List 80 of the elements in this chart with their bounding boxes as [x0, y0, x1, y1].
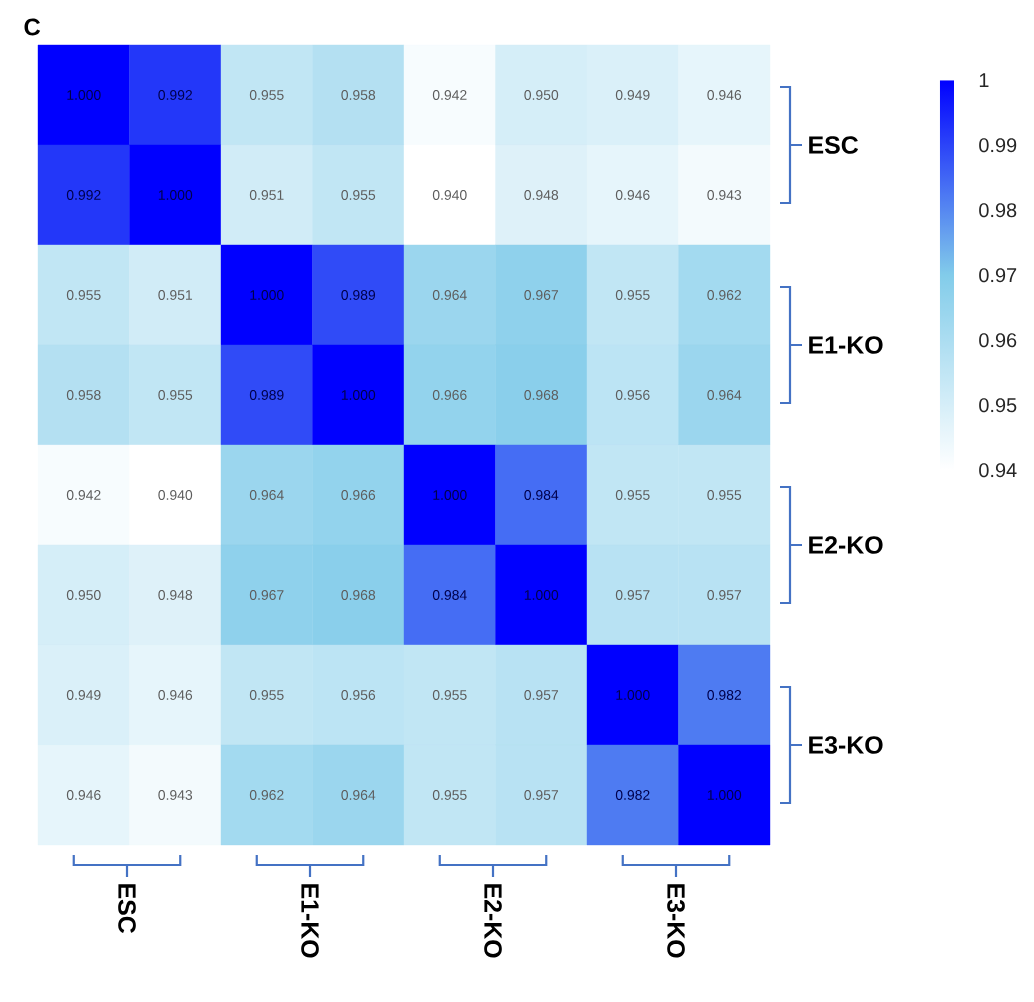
data-label: 0.956: [615, 390, 650, 400]
data-label: 0.964: [341, 790, 376, 800]
data-label: 0.967: [524, 290, 559, 300]
data-label: 0.955: [615, 490, 650, 500]
color-bar-label: 0.94: [979, 463, 1017, 478]
data-label: 0.955: [249, 90, 284, 100]
data-label: 0.964: [707, 390, 742, 400]
data-label: 1.000: [707, 790, 742, 800]
color-bar-label: 0.99: [979, 138, 1017, 153]
data-label: 0.948: [524, 190, 559, 200]
data-label: 0.946: [66, 790, 101, 800]
text: E2-KO: [484, 884, 502, 958]
data-label: 0.948: [158, 590, 193, 600]
data-label: 1.000: [616, 690, 650, 700]
data-label: 0.955: [249, 690, 284, 700]
data-label: 0.946: [615, 190, 650, 200]
text: E1-KO: [809, 336, 883, 354]
data-label: 0.955: [615, 290, 650, 300]
color-bar-label: 1: [979, 73, 989, 88]
data-label: 0.955: [707, 490, 742, 500]
data-label: 0.958: [66, 390, 101, 400]
data-label: 0.967: [249, 590, 284, 600]
data-label: 0.957: [707, 590, 742, 600]
data-label: 0.966: [432, 390, 467, 400]
text: E3-KO: [667, 884, 685, 958]
data-label: 0.940: [158, 490, 193, 500]
data-label: 0.984: [432, 590, 467, 600]
text: E3-KO: [809, 736, 883, 754]
color-bar-label: 0.96: [979, 333, 1017, 348]
data-label: 0.955: [341, 190, 376, 200]
data-label: 0.951: [158, 290, 193, 300]
data-label: 0.957: [524, 690, 559, 700]
data-label: 0.942: [432, 90, 467, 100]
data-label: 0.942: [66, 490, 101, 500]
data-label: 0.982: [615, 790, 650, 800]
data-label: 0.984: [524, 490, 559, 500]
color-bar-label: 0.98: [979, 203, 1017, 218]
data-label: 0.964: [432, 290, 467, 300]
data-label: 0.992: [158, 90, 193, 100]
color-bar-label: 0.95: [979, 398, 1017, 413]
data-label: 1.000: [158, 190, 193, 200]
data-label: 0.992: [66, 190, 101, 200]
data-label: 0.989: [249, 390, 284, 400]
data-label: 1.000: [524, 590, 559, 600]
data-label: 1.000: [67, 90, 101, 100]
data-label: 0.955: [432, 790, 467, 800]
chart-title: C: [24, 18, 41, 36]
color-bar-label: 0.97: [979, 268, 1017, 283]
data-label: 0.955: [158, 390, 193, 400]
text: ESC: [118, 884, 136, 934]
data-label: 0.966: [341, 490, 376, 500]
data-label: 0.982: [707, 690, 742, 700]
data-label: 0.968: [341, 590, 376, 600]
data-label: 0.962: [707, 290, 742, 300]
data-label: 0.950: [66, 590, 101, 600]
data-label: 1.000: [341, 390, 376, 400]
data-label: 0.950: [524, 90, 559, 100]
data-label: 1.000: [433, 490, 467, 500]
text: E1-KO: [301, 884, 319, 958]
data-label: 0.989: [341, 290, 376, 300]
data-label: 0.943: [158, 790, 193, 800]
text: ESC: [809, 136, 859, 154]
data-label: 0.968: [524, 390, 559, 400]
data-label: 0.943: [707, 190, 742, 200]
data-label: 0.958: [341, 90, 376, 100]
data-label: 0.955: [66, 290, 101, 300]
data-label: 0.956: [341, 690, 376, 700]
data-label: 1.000: [250, 290, 284, 300]
data-label: 0.949: [66, 690, 101, 700]
text: E2-KO: [809, 536, 883, 554]
data-label: 0.964: [249, 490, 284, 500]
data-label: 0.949: [615, 90, 650, 100]
data-label: 0.940: [432, 190, 467, 200]
data-label: 0.957: [524, 790, 559, 800]
data-label: 0.946: [707, 90, 742, 100]
data-label: 0.946: [158, 690, 193, 700]
data-label: 0.955: [432, 690, 467, 700]
data-label: 0.957: [615, 590, 650, 600]
data-label: 0.962: [249, 790, 284, 800]
data-label: 0.951: [249, 190, 284, 200]
